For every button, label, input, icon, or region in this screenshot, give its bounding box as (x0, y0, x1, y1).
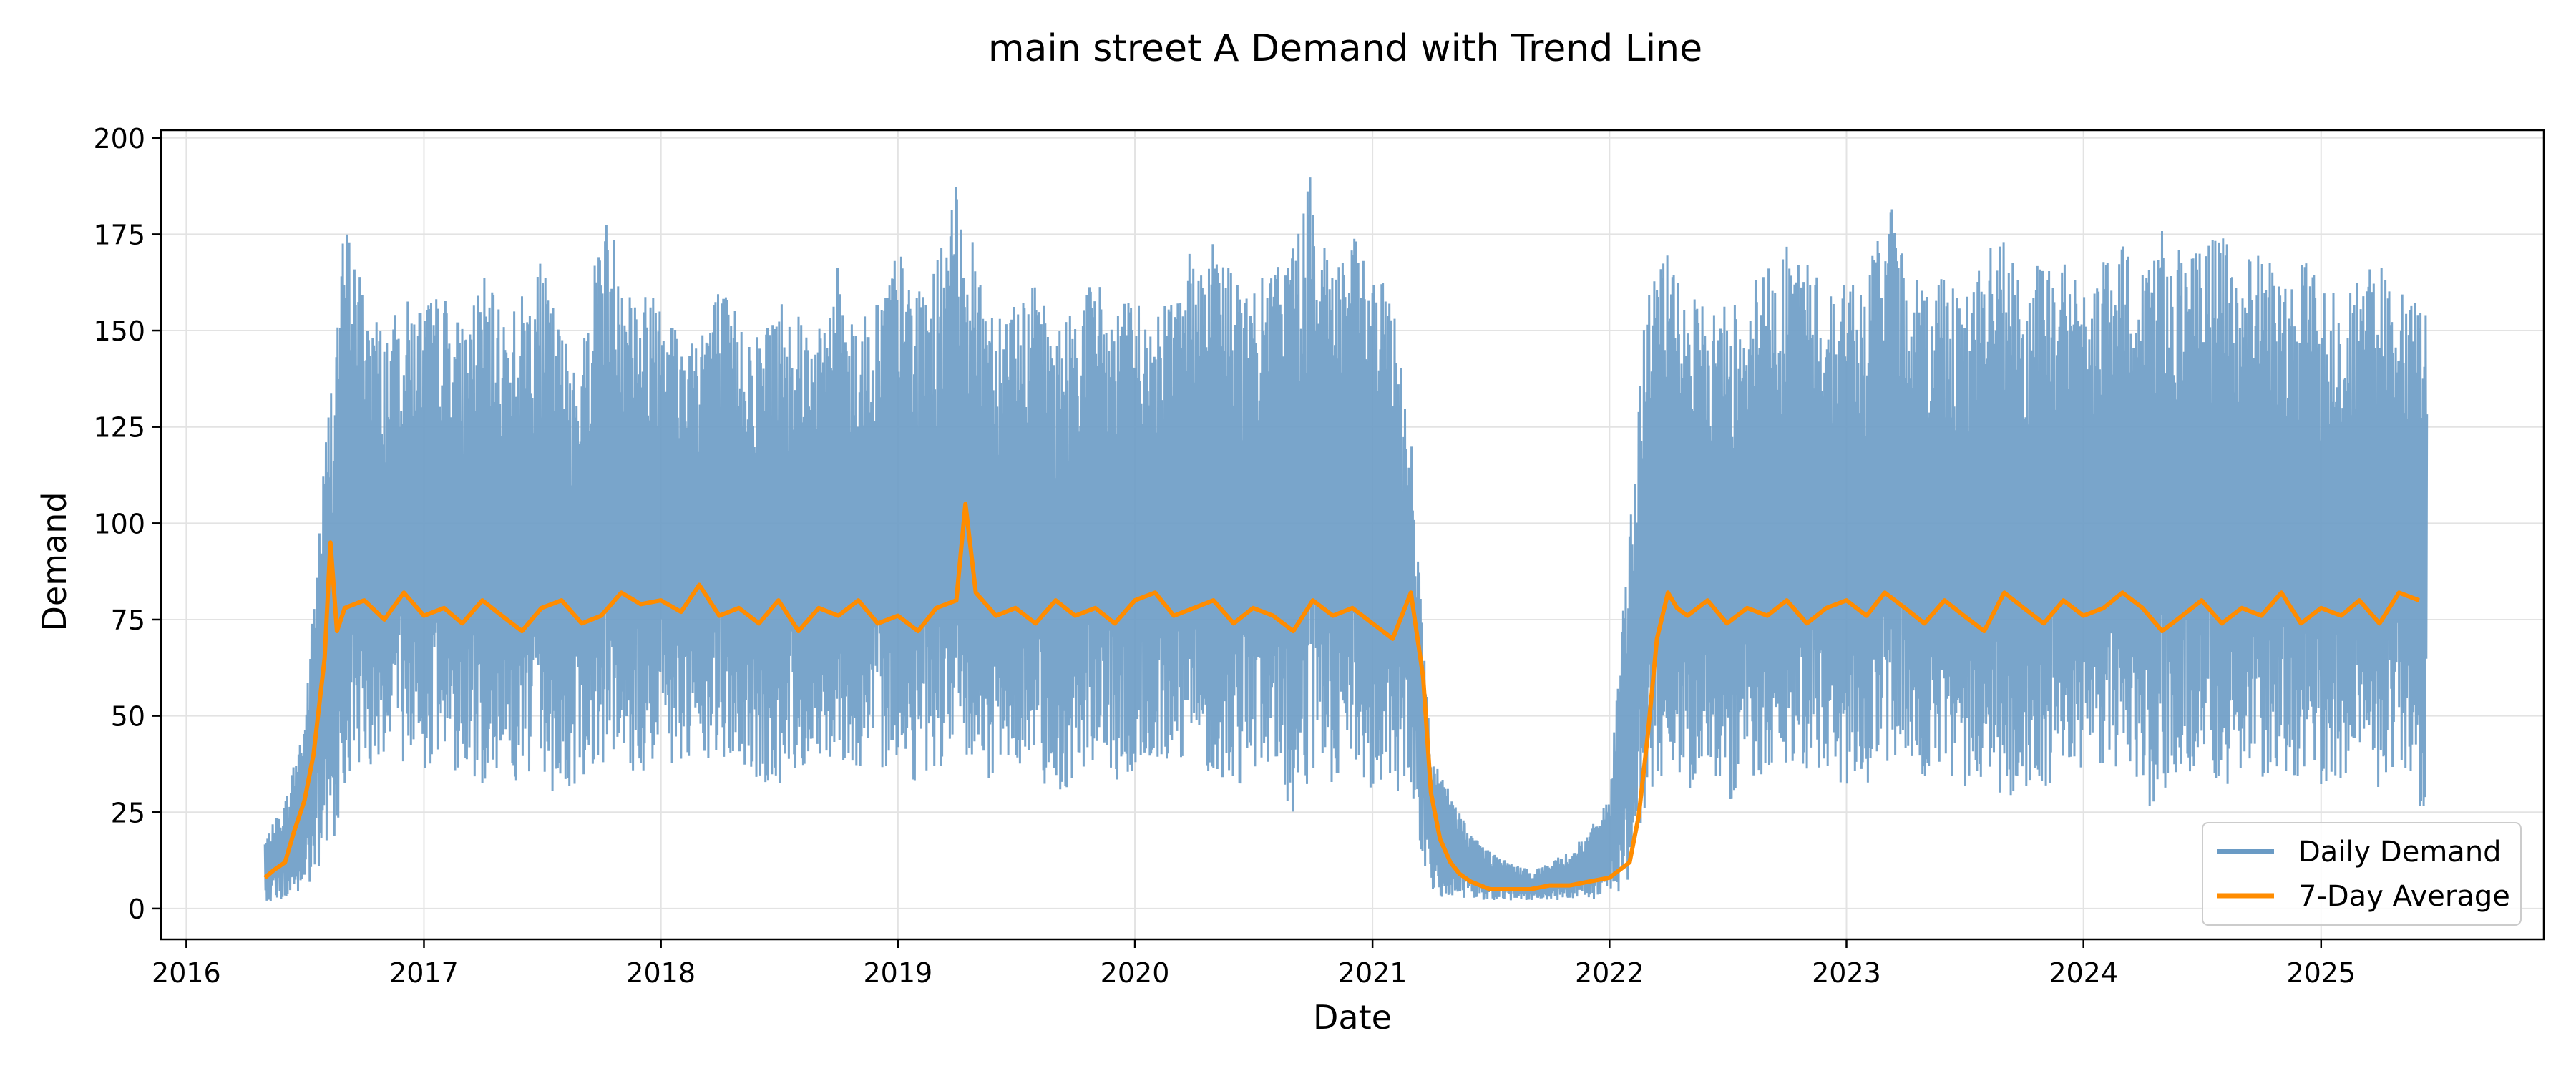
y-tick-label: 0 (128, 894, 145, 925)
y-axis-ticks: 0 25 50 75 100 125 150 175 200 (93, 123, 161, 925)
y-tick-label: 200 (93, 123, 145, 155)
y-tick-label: 100 (93, 508, 145, 539)
daily-demand-line (263, 177, 2429, 901)
y-tick-label: 50 (111, 701, 145, 733)
legend-label-daily-demand: Daily Demand (2298, 836, 2502, 869)
plot-area-frame (160, 129, 2545, 941)
x-tick-label: 2022 (1575, 957, 1644, 989)
x-tick-label: 2020 (1101, 957, 1170, 989)
legend: Daily Demand 7-Day Average (2202, 822, 2522, 926)
x-tick-label: 2024 (2049, 957, 2118, 989)
y-tick-label: 75 (111, 605, 145, 636)
y-tick-label: 175 (93, 219, 145, 250)
x-axis-label: Date (1313, 998, 1392, 1037)
x-axis-ticks: 2016 2017 2018 2019 2020 2021 2022 2023 2024 2025 (152, 939, 2356, 989)
x-tick-label: 2018 (626, 957, 696, 989)
series-7-day-average (263, 502, 2420, 891)
x-tick-label: 2023 (1812, 957, 1881, 989)
legend-box (2202, 822, 2522, 926)
chart-title: main street A Demand with Trend Line (988, 27, 1702, 70)
series-daily-demand (263, 177, 2429, 901)
y-tick-label: 150 (93, 316, 145, 347)
y-axis-label: Demand (35, 491, 74, 631)
x-tick-label: 2017 (389, 957, 459, 989)
seven-day-average-line (263, 502, 2420, 891)
x-tick-label: 2021 (1338, 957, 1407, 989)
legend-label-7-day-average: 7-Day Average (2298, 880, 2510, 913)
x-tick-label: 2025 (2286, 957, 2356, 989)
y-tick-label: 25 (111, 797, 145, 828)
x-tick-label: 2019 (863, 957, 932, 989)
y-tick-label: 125 (93, 412, 145, 444)
x-tick-label: 2016 (152, 957, 221, 989)
